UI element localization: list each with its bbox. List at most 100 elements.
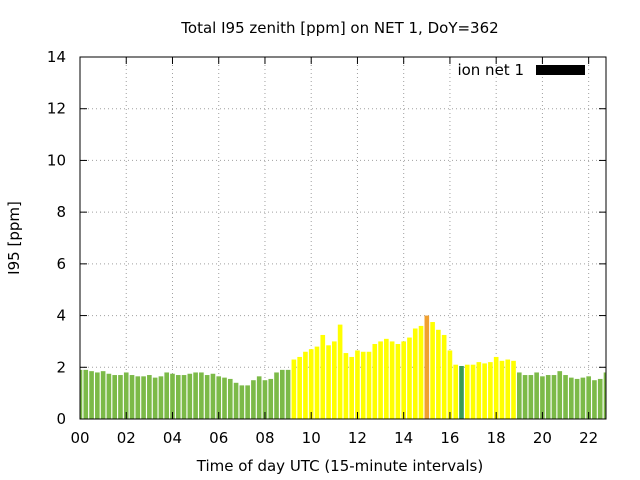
plot-frame	[79, 56, 607, 420]
bar	[204, 375, 210, 419]
bar	[528, 375, 534, 419]
bar	[488, 362, 493, 419]
bar	[453, 364, 459, 419]
bar	[285, 369, 291, 419]
bar	[580, 377, 586, 419]
y-tick-label: 14	[47, 48, 66, 66]
y-tick-label: 4	[56, 307, 66, 325]
x-axis-label: Time of day UTC (15-minute intervals)	[196, 457, 483, 475]
bar	[181, 375, 187, 419]
bar	[569, 377, 574, 419]
bar	[476, 362, 482, 419]
bar	[424, 315, 430, 419]
bar-series	[80, 315, 606, 419]
bar	[175, 375, 181, 419]
bar	[459, 365, 464, 419]
bar	[499, 360, 505, 419]
bar	[187, 373, 193, 419]
x-tick-label: 10	[302, 429, 321, 447]
bar	[158, 376, 164, 419]
bar	[314, 346, 320, 419]
bar	[106, 373, 112, 419]
bar	[389, 341, 395, 419]
x-tick-label: 20	[533, 429, 552, 447]
axis-ticks	[79, 56, 606, 420]
bar	[349, 356, 354, 419]
bar	[470, 364, 476, 419]
bar	[193, 372, 198, 419]
bar	[222, 377, 227, 419]
x-tick-label: 02	[117, 429, 136, 447]
bar	[279, 369, 285, 419]
bar	[563, 375, 568, 419]
bar	[268, 378, 274, 419]
y-tick-label: 8	[56, 203, 66, 221]
bar	[551, 375, 557, 419]
bar	[83, 369, 89, 419]
bar	[210, 373, 216, 419]
bar	[100, 371, 106, 419]
bar	[199, 372, 204, 419]
bar	[447, 350, 453, 419]
bar	[332, 341, 337, 419]
bar	[135, 376, 141, 419]
x-tick-label: 04	[163, 429, 182, 447]
bar	[308, 349, 314, 419]
bar	[412, 328, 418, 419]
x-tick-label: 22	[579, 429, 598, 447]
y-tick-label: 2	[56, 358, 66, 376]
y-tick-label: 6	[56, 255, 66, 273]
bar	[540, 376, 545, 419]
y-tick-labels: 0 2 4 6 8 10 12 14	[47, 48, 66, 428]
bar	[227, 378, 233, 419]
bar	[482, 363, 487, 419]
bar	[152, 377, 158, 419]
bar	[256, 376, 262, 419]
bar	[534, 372, 539, 419]
bar	[603, 372, 606, 419]
bar	[430, 322, 435, 419]
x-tick-label: 00	[70, 429, 89, 447]
bar	[297, 356, 302, 419]
bar	[343, 353, 349, 419]
bar	[216, 376, 222, 419]
bar	[147, 375, 152, 419]
bar	[493, 356, 499, 419]
bar	[586, 376, 591, 419]
y-axis-label: I95 [ppm]	[5, 201, 23, 275]
bar	[95, 372, 100, 419]
bar	[418, 325, 424, 419]
bar	[384, 338, 389, 419]
bar	[291, 359, 297, 419]
x-tick-label: 06	[209, 429, 228, 447]
legend-swatch	[536, 65, 585, 75]
bar	[401, 341, 407, 419]
bar	[170, 373, 175, 419]
x-tick-label: 08	[255, 429, 274, 447]
bar	[464, 364, 470, 419]
bar	[118, 375, 123, 419]
bar	[407, 337, 412, 419]
bar	[511, 360, 516, 419]
x-tick-label: 14	[394, 429, 413, 447]
legend: ion net 1	[457, 61, 585, 79]
bar	[141, 376, 146, 419]
bar	[123, 372, 129, 419]
bar	[274, 372, 279, 419]
bar	[372, 344, 378, 419]
bar	[233, 382, 239, 419]
bar	[378, 341, 383, 419]
x-tick-label: 12	[348, 429, 367, 447]
bar	[574, 378, 580, 419]
bar	[355, 350, 360, 419]
bar	[597, 378, 603, 419]
bar	[251, 380, 256, 419]
y-tick-label: 10	[47, 151, 66, 169]
bar	[320, 334, 326, 419]
bar	[545, 375, 551, 419]
bar	[505, 359, 511, 419]
y-tick-label: 0	[56, 410, 66, 428]
bar	[366, 351, 372, 419]
bar	[337, 324, 343, 419]
